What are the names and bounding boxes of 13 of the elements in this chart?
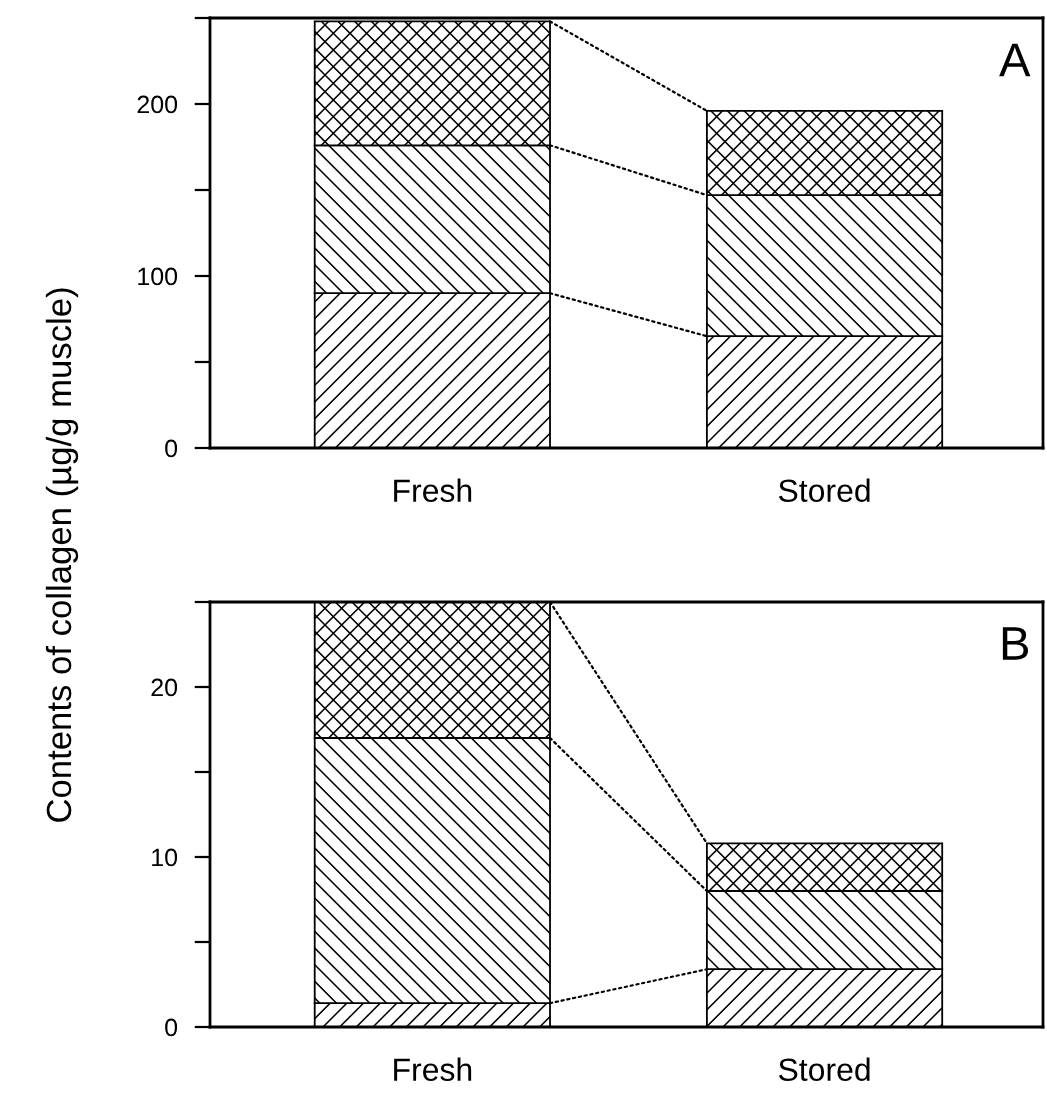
x-tick-label: Stored xyxy=(778,1057,870,1082)
x-tick-label: Stored xyxy=(778,478,870,503)
y-axis-title: Contents of collagen (µg/g muscle) xyxy=(45,288,79,822)
y-tick-label: 200 xyxy=(137,95,178,114)
y-tick-label: 0 xyxy=(165,439,178,458)
x-tick-label: Fresh xyxy=(394,1057,472,1082)
y-tick-label: 100 xyxy=(138,267,178,286)
y-tick-label: 20 xyxy=(151,678,178,697)
x-tick-label: Fresh xyxy=(394,478,472,503)
y-tick-label: 0 xyxy=(165,1018,178,1037)
y-tick-label: 10 xyxy=(152,848,178,867)
annotation: A xyxy=(999,43,1031,77)
annotation: B xyxy=(1002,627,1029,660)
